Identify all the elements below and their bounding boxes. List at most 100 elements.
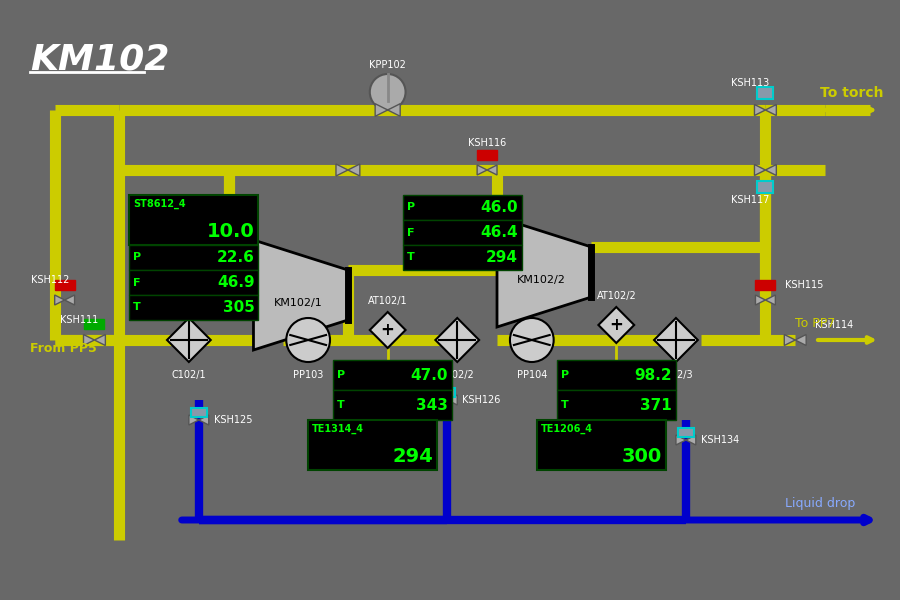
Polygon shape — [447, 395, 457, 405]
Text: KSH134: KSH134 — [701, 435, 739, 445]
Text: 46.9: 46.9 — [217, 275, 255, 290]
Text: TE1314_4: TE1314_4 — [312, 424, 364, 434]
Polygon shape — [336, 164, 348, 176]
Text: 47.0: 47.0 — [410, 367, 448, 383]
Text: KSH116: KSH116 — [468, 138, 506, 148]
Polygon shape — [754, 104, 765, 115]
Text: PP104: PP104 — [517, 370, 547, 380]
Polygon shape — [94, 335, 105, 346]
Text: KM102/1: KM102/1 — [274, 298, 322, 308]
Polygon shape — [487, 165, 497, 175]
Text: P: P — [337, 370, 345, 380]
FancyBboxPatch shape — [191, 408, 207, 417]
Text: C102/2: C102/2 — [440, 370, 474, 380]
Text: KSH117: KSH117 — [732, 195, 770, 205]
Text: To torch: To torch — [820, 86, 884, 100]
Text: 343: 343 — [417, 397, 448, 413]
Text: T: T — [561, 400, 569, 410]
Text: F: F — [133, 277, 140, 287]
Text: P: P — [407, 202, 415, 212]
Polygon shape — [676, 435, 686, 445]
Polygon shape — [65, 295, 75, 305]
FancyBboxPatch shape — [402, 220, 522, 245]
Polygon shape — [436, 318, 479, 362]
FancyBboxPatch shape — [557, 360, 676, 390]
Text: C102/1: C102/1 — [172, 370, 206, 380]
Text: To PP7: To PP7 — [796, 317, 835, 330]
FancyBboxPatch shape — [85, 319, 104, 329]
FancyBboxPatch shape — [477, 150, 497, 160]
Polygon shape — [654, 318, 698, 362]
Text: KSH112: KSH112 — [31, 275, 69, 285]
Text: P: P — [561, 370, 569, 380]
FancyBboxPatch shape — [557, 390, 676, 420]
Polygon shape — [686, 435, 696, 445]
FancyBboxPatch shape — [55, 280, 75, 290]
Text: T: T — [133, 302, 141, 313]
Text: AT102/2: AT102/2 — [597, 291, 636, 301]
Polygon shape — [784, 335, 796, 346]
Text: 300: 300 — [622, 447, 662, 466]
Polygon shape — [55, 295, 65, 305]
Text: TE1206_4: TE1206_4 — [541, 424, 593, 434]
Polygon shape — [497, 217, 591, 327]
Text: AT102/1: AT102/1 — [368, 296, 408, 306]
Text: Liquid drop: Liquid drop — [786, 497, 856, 510]
Text: 294: 294 — [486, 250, 518, 265]
Text: T: T — [337, 400, 345, 410]
Polygon shape — [254, 240, 348, 350]
FancyBboxPatch shape — [439, 388, 455, 397]
Polygon shape — [477, 165, 487, 175]
FancyBboxPatch shape — [130, 195, 258, 245]
Text: C102/3: C102/3 — [659, 370, 693, 380]
Text: KSH114: KSH114 — [815, 320, 853, 330]
Polygon shape — [375, 104, 388, 116]
Text: P: P — [133, 253, 141, 263]
Text: 10.0: 10.0 — [207, 222, 255, 241]
FancyBboxPatch shape — [333, 390, 453, 420]
Text: PP103: PP103 — [293, 370, 323, 380]
Polygon shape — [765, 295, 775, 305]
Text: KPP102: KPP102 — [369, 60, 406, 70]
Text: 305: 305 — [222, 300, 255, 315]
FancyBboxPatch shape — [130, 245, 258, 270]
Circle shape — [286, 318, 330, 362]
Text: KSH115: KSH115 — [786, 280, 824, 290]
Text: KSH126: KSH126 — [463, 395, 500, 405]
Text: From PP5: From PP5 — [30, 341, 96, 355]
Text: KSH113: KSH113 — [732, 78, 770, 88]
Text: KSH125: KSH125 — [213, 415, 252, 425]
Polygon shape — [189, 415, 199, 425]
FancyBboxPatch shape — [758, 87, 773, 99]
Circle shape — [510, 318, 554, 362]
Text: F: F — [407, 227, 414, 238]
FancyBboxPatch shape — [130, 295, 258, 320]
Text: 46.0: 46.0 — [481, 200, 518, 215]
Polygon shape — [388, 104, 400, 116]
FancyBboxPatch shape — [758, 181, 773, 193]
Text: 22.6: 22.6 — [217, 250, 255, 265]
FancyBboxPatch shape — [402, 245, 522, 270]
Polygon shape — [199, 415, 209, 425]
FancyBboxPatch shape — [678, 428, 694, 437]
Text: T: T — [407, 253, 414, 263]
Text: 294: 294 — [392, 447, 434, 466]
Polygon shape — [765, 164, 777, 175]
Polygon shape — [370, 312, 406, 348]
Polygon shape — [348, 164, 360, 176]
FancyBboxPatch shape — [755, 280, 775, 290]
Polygon shape — [598, 307, 634, 343]
Polygon shape — [167, 318, 211, 362]
Circle shape — [370, 74, 406, 110]
Text: 46.4: 46.4 — [481, 225, 518, 240]
FancyBboxPatch shape — [536, 420, 666, 470]
Polygon shape — [755, 295, 765, 305]
Polygon shape — [84, 335, 94, 346]
Text: KM102/2: KM102/2 — [518, 275, 566, 285]
Polygon shape — [796, 335, 806, 346]
Text: KSH111: KSH111 — [60, 315, 99, 325]
Polygon shape — [765, 104, 777, 115]
Text: 98.2: 98.2 — [634, 367, 672, 383]
Text: +: + — [381, 321, 394, 339]
Polygon shape — [437, 395, 447, 405]
